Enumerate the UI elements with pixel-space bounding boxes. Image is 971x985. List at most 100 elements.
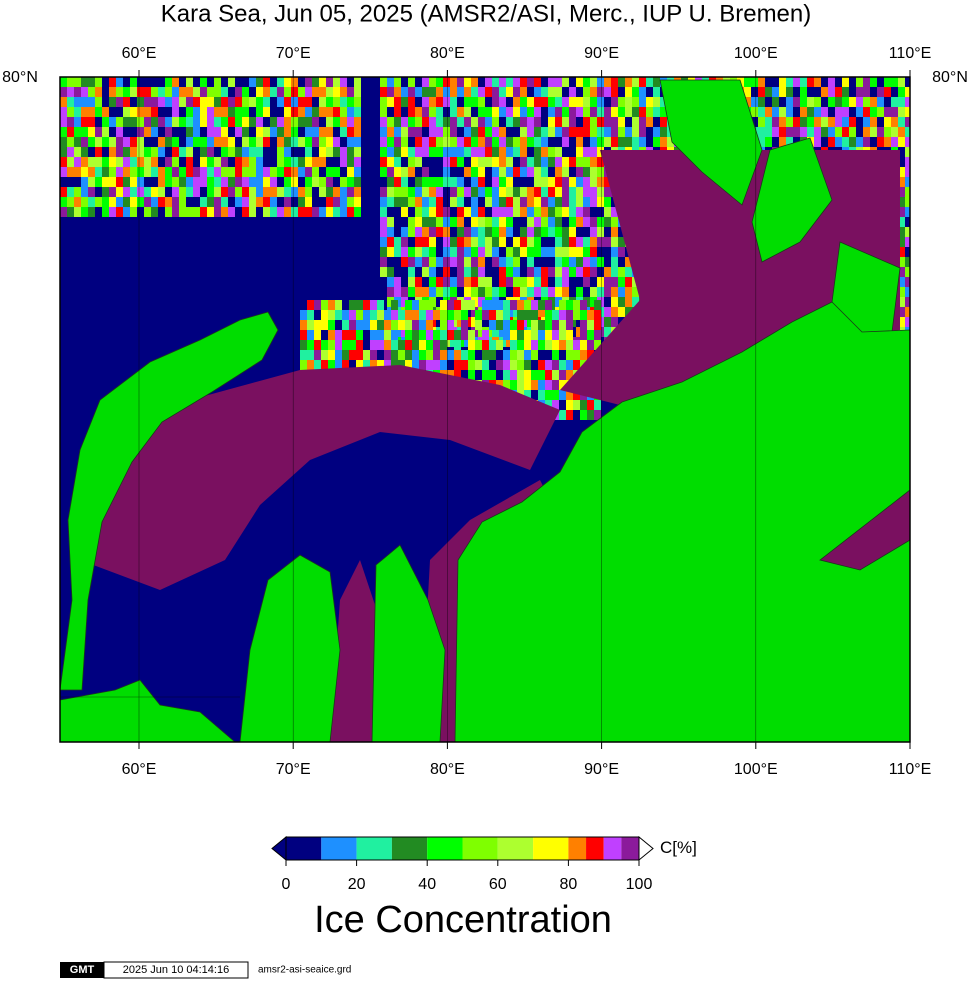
ice-cell xyxy=(436,107,443,117)
ice-cell xyxy=(307,340,314,350)
ice-cell xyxy=(583,157,590,167)
ice-cell xyxy=(884,87,891,97)
ice-cell xyxy=(660,97,667,107)
ice-cell xyxy=(221,177,228,187)
ice-cell xyxy=(305,117,312,127)
colorbar-bin xyxy=(586,837,604,860)
ice-cell xyxy=(457,317,464,327)
ice-cell xyxy=(440,350,447,360)
ice-cell xyxy=(200,97,207,107)
ice-cell xyxy=(482,370,489,380)
ice-cell xyxy=(814,117,821,127)
ice-cell xyxy=(298,187,305,197)
ice-cell xyxy=(363,320,370,330)
ice-cell xyxy=(356,320,363,330)
ice-cell xyxy=(517,360,524,370)
ice-cell xyxy=(478,227,485,237)
ice-cell xyxy=(555,227,562,237)
ice-cell xyxy=(335,350,342,360)
ice-cell xyxy=(440,330,447,340)
ice-cell xyxy=(587,400,594,410)
ice-cell xyxy=(562,107,569,117)
ice-cell xyxy=(95,127,102,137)
ice-cell xyxy=(580,330,587,340)
ice-cell xyxy=(81,77,88,87)
ice-cell xyxy=(256,157,263,167)
timestamp: 2025 Jun 10 04:14:16 xyxy=(123,964,229,976)
colorbar-tick-label: 20 xyxy=(348,876,366,893)
ice-cell xyxy=(300,350,307,360)
ice-cell xyxy=(321,300,328,310)
ice-cell xyxy=(214,167,221,177)
ice-cell xyxy=(137,107,144,117)
ice-cell xyxy=(541,137,548,147)
ice-cell xyxy=(221,157,228,167)
ice-cell xyxy=(863,127,870,137)
ice-cell xyxy=(552,330,559,340)
ice-cell xyxy=(60,147,67,157)
ice-cell xyxy=(165,207,172,217)
ice-cell xyxy=(81,197,88,207)
ice-cell xyxy=(562,257,569,267)
ice-cell xyxy=(394,87,401,97)
ice-cell xyxy=(772,117,779,127)
ice-cell xyxy=(436,87,443,97)
ice-cell xyxy=(576,327,583,337)
lon-label-top: 100°E xyxy=(734,45,778,62)
ice-cell xyxy=(524,340,531,350)
ice-cell xyxy=(527,217,534,227)
ice-cell xyxy=(401,207,408,217)
ice-cell xyxy=(905,167,910,177)
ice-cell xyxy=(485,77,492,87)
ice-cell xyxy=(506,187,513,197)
ice-cell xyxy=(394,137,401,147)
ice-cell xyxy=(471,117,478,127)
ice-cell xyxy=(503,310,510,320)
ice-cell xyxy=(541,157,548,167)
ice-cell xyxy=(464,187,471,197)
ice-cell xyxy=(335,330,342,340)
ice-cell xyxy=(422,117,429,127)
ice-cell xyxy=(898,107,905,117)
ice-cell xyxy=(291,177,298,187)
ice-cell xyxy=(436,287,443,297)
ice-cell xyxy=(429,77,436,87)
ice-cell xyxy=(305,157,312,167)
ice-cell xyxy=(436,187,443,197)
ice-cell xyxy=(569,117,576,127)
ice-cell xyxy=(426,360,433,370)
ice-cell xyxy=(387,197,394,207)
ice-cell xyxy=(429,277,436,287)
ice-cell xyxy=(898,217,905,227)
ice-cell xyxy=(307,350,314,360)
ice-cell xyxy=(786,127,793,137)
ice-cell xyxy=(415,157,422,167)
ice-cell xyxy=(81,187,88,197)
ice-cell xyxy=(221,87,228,97)
ice-cell xyxy=(380,237,387,247)
ice-cell xyxy=(552,380,559,390)
ice-cell xyxy=(415,227,422,237)
ice-cell xyxy=(384,320,391,330)
ice-cell xyxy=(513,97,520,107)
ice-cell xyxy=(109,77,116,87)
ice-cell xyxy=(394,107,401,117)
ice-cell xyxy=(95,107,102,117)
ice-cell xyxy=(214,157,221,167)
ice-cell xyxy=(583,97,590,107)
ice-cell xyxy=(461,300,468,310)
ice-cell xyxy=(478,297,485,307)
ice-cell xyxy=(611,247,618,257)
ice-cell xyxy=(471,147,478,157)
ice-cell xyxy=(562,267,569,277)
ice-cell xyxy=(270,207,277,217)
ice-cell xyxy=(772,107,779,117)
ice-cell xyxy=(492,237,499,247)
ice-cell xyxy=(905,317,910,327)
ice-cell xyxy=(408,227,415,237)
ice-cell xyxy=(555,277,562,287)
ice-cell xyxy=(555,177,562,187)
ice-cell xyxy=(387,187,394,197)
ice-cell xyxy=(454,350,461,360)
ice-cell xyxy=(443,117,450,127)
